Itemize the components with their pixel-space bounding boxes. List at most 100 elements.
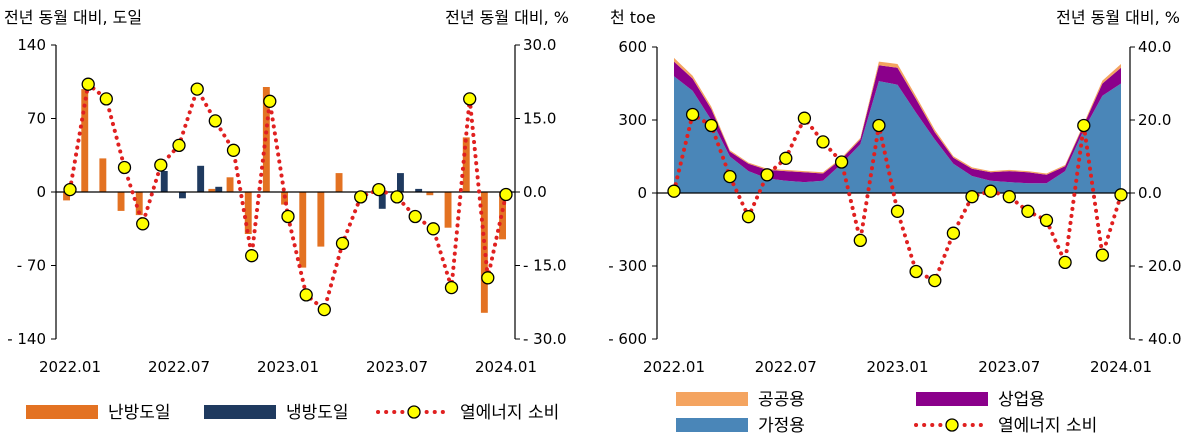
bar-난방도일-2023.11 — [462, 137, 470, 192]
right-tick-label: - 15.0 — [523, 257, 567, 275]
legend-label: 열에너지 소비 — [460, 403, 559, 423]
bar-냉방도일-2022.08 — [197, 165, 205, 193]
point-열에너지 소비-2023.04 — [335, 236, 350, 251]
point-열에너지 소비-2022.07 — [779, 151, 793, 165]
point-열에너지 소비-2023.10 — [1058, 255, 1072, 270]
left-tick-label: 70 — [27, 110, 46, 128]
x-tick-label: 2024.01 — [1090, 358, 1152, 376]
x-tick-label: 2023.07 — [366, 358, 428, 376]
point-열에너지 소비-2022.06 — [760, 168, 774, 182]
bar-난방도일-2022.10 — [226, 177, 234, 192]
bar-냉방도일-2023.06 — [378, 192, 386, 209]
point-열에너지 소비-2022.04 — [117, 160, 132, 175]
left-axis-title: 전년 동월 대비, 도일 — [4, 8, 142, 27]
point-열에너지 소비-2022.05 — [136, 217, 150, 231]
point-열에너지 소비-2023.02 — [909, 264, 923, 279]
right-axis-title: 전년 동월 대비, % — [445, 8, 569, 27]
bar-난방도일-2022.02 — [81, 89, 89, 192]
right-tick-label: 30.0 — [523, 36, 556, 54]
bar-난방도일-2022.09 — [208, 188, 216, 192]
point-열에너지 소비-2023.12 — [481, 271, 495, 285]
x-tick-label: 2022.07 — [148, 358, 210, 376]
point-열에너지 소비-2022.09 — [816, 135, 830, 149]
left-tick-label: - 300 — [608, 257, 647, 275]
right-tick-label: 0.0 — [523, 183, 547, 201]
point-열에너지 소비-2023.11 — [463, 92, 477, 106]
legend-swatch — [204, 405, 276, 419]
left-tick-label: - 140 — [7, 330, 46, 348]
point-열에너지 소비-2023.01 — [281, 209, 295, 224]
legend-marker-swatch — [407, 405, 421, 419]
legend-label: 가정용 — [758, 416, 805, 436]
point-열에너지 소비-2022.01 — [63, 182, 77, 197]
left-tick-label: 300 — [618, 111, 647, 129]
right-tick-label: 15.0 — [523, 110, 556, 128]
left-axis-title: 천 toe — [610, 8, 656, 27]
legend-label: 상업용 — [998, 390, 1045, 410]
bar-냉방도일-2022.06 — [160, 171, 168, 192]
legend-swatch — [916, 392, 988, 406]
x-tick-label: 2022.01 — [643, 358, 705, 376]
point-열에너지 소비-2022.12 — [263, 94, 277, 108]
point-열에너지 소비-2022.01 — [667, 184, 681, 198]
right-tick-label: 40.0 — [1138, 38, 1171, 56]
bar-난방도일-2022.04 — [117, 192, 125, 211]
bar-난방도일-2023.09 — [426, 192, 434, 196]
bar-난방도일-2023.04 — [335, 173, 343, 192]
point-열에너지 소비-2023.10 — [444, 280, 459, 295]
point-열에너지 소비-2022.03 — [99, 92, 113, 106]
legend-marker-swatch — [945, 418, 959, 432]
point-열에너지 소비-2022.08 — [190, 82, 204, 96]
x-tick-label: 2022.01 — [39, 358, 101, 376]
point-열에너지 소비-2023.12 — [1095, 248, 1110, 262]
right-tick-label: 0.0 — [1138, 184, 1162, 202]
x-tick-label: 2023.07 — [978, 358, 1040, 376]
area-가정용 — [674, 76, 1121, 193]
x-tick-label: 2022.07 — [755, 358, 817, 376]
point-열에너지 소비-2023.07 — [1002, 190, 1016, 204]
bar-냉방도일-2023.07 — [397, 173, 404, 192]
legend-label: 냉방도일 — [286, 403, 349, 423]
chart-panel-1: 전년 동월 대비, 도일 전년 동월 대비, % 140 70 0 - 70 - 140 30… — [4, 8, 569, 423]
x-tick-label: 2024.01 — [475, 358, 537, 376]
right-tick-label: - 20.0 — [1138, 257, 1182, 275]
legend-label: 난방도일 — [108, 403, 171, 423]
right-axis-title: 전년 동월 대비, % — [1056, 8, 1180, 27]
legend-label: 열에너지 소비 — [998, 416, 1097, 436]
point-열에너지 소비-2023.03 — [317, 302, 331, 317]
bar-냉방도일-2023.08 — [415, 188, 423, 192]
point-열에너지 소비-2023.06 — [983, 184, 998, 198]
point-열에너지 소비-2022.05 — [741, 210, 756, 224]
legend-swatch — [26, 405, 98, 419]
point-열에너지 소비-2022.06 — [154, 158, 168, 172]
right-tick-label: - 40.0 — [1138, 330, 1182, 348]
right-tick-label: - 30.0 — [523, 330, 567, 348]
bar-냉방도일-2022.07 — [179, 192, 186, 199]
bar-난방도일-2023.03 — [317, 192, 325, 247]
point-열에너지 소비-2023.06 — [372, 182, 386, 197]
point-열에너지 소비-2023.05 — [354, 190, 368, 204]
point-열에너지 소비-2022.11 — [245, 249, 259, 263]
point-열에너지 소비-2023.09 — [1039, 213, 1054, 228]
point-열에너지 소비-2023.09 — [426, 222, 440, 236]
bar-난방도일-2022.01 — [63, 192, 70, 201]
point-열에너지 소비-2024.01 — [1114, 188, 1128, 202]
left-tick-label: 0 — [36, 183, 46, 201]
point-열에너지 소비-2023.08 — [1021, 204, 1035, 218]
x-tick-label: 2023.01 — [257, 358, 319, 376]
point-열에너지 소비-2022.10 — [834, 155, 849, 169]
point-열에너지 소비-2022.12 — [872, 118, 886, 133]
bar-난방도일-2023.10 — [444, 192, 452, 228]
bar-난방도일-2023.02 — [299, 192, 307, 268]
point-열에너지 소비-2022.02 — [685, 107, 700, 122]
bar-난방도일-2023.12 — [480, 192, 488, 313]
x-tick-label: 2023.01 — [866, 358, 928, 376]
point-열에너지 소비-2022.10 — [226, 143, 241, 157]
point-열에너지 소비-2023.05 — [965, 190, 979, 204]
point-열에너지 소비-2023.03 — [928, 273, 942, 288]
left-tick-label: 0 — [637, 184, 647, 202]
right-tick-label: 20.0 — [1138, 111, 1171, 129]
point-열에너지 소비-2023.08 — [408, 209, 422, 224]
left-tick-label: - 600 — [608, 330, 647, 348]
point-열에너지 소비-2023.01 — [890, 204, 905, 218]
